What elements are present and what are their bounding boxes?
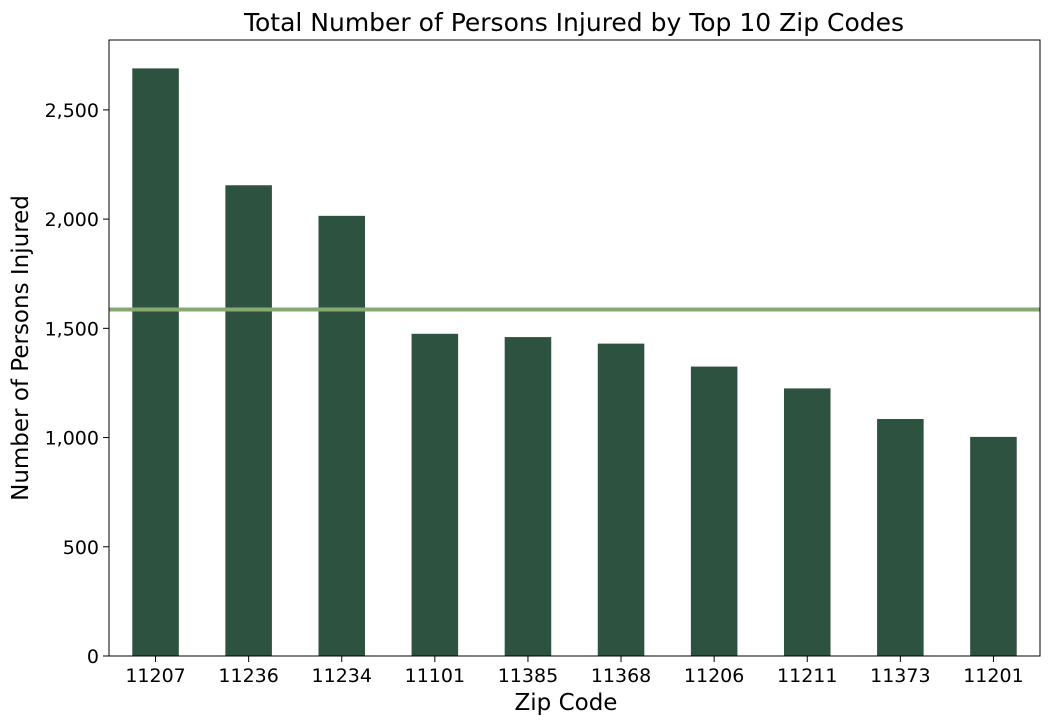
bar-11206 [690, 366, 738, 656]
y-tick-label: 1,500 [45, 318, 99, 340]
x-tick-label: 11206 [684, 665, 744, 687]
bar-11373 [877, 418, 924, 656]
bar-11211 [783, 388, 831, 656]
x-tick-label: 11385 [498, 665, 558, 687]
bar-11207 [132, 68, 179, 656]
y-axis-label: Number of Persons Injured [8, 195, 34, 501]
x-tick-label: 11368 [591, 665, 651, 687]
x-tick-label: 11373 [870, 665, 930, 687]
y-tick-label: 2,000 [45, 209, 99, 231]
x-tick-label: 11201 [963, 665, 1023, 687]
bar-11385 [504, 337, 552, 656]
bar-11368 [597, 343, 645, 656]
y-tick-label: 500 [63, 537, 99, 559]
x-tick-label: 11207 [125, 665, 185, 687]
x-tick-label: 11211 [777, 665, 837, 687]
plot-frame [108, 39, 1041, 657]
y-tick-label: 2,500 [45, 100, 99, 122]
y-tick-label: 1,000 [45, 428, 99, 450]
x-tick-label: 11234 [312, 665, 372, 687]
bar-11234 [318, 215, 366, 656]
x-tick-label: 11101 [405, 665, 465, 687]
bar-11201 [970, 436, 1017, 656]
chart-title: Total Number of Persons Injured by Top 1… [243, 8, 904, 37]
y-tick-label: 0 [87, 646, 99, 668]
bar-11101 [411, 333, 459, 656]
x-axis-label: Zip Code [515, 690, 618, 716]
plot-area: 0 500 1,000 1,500 2,000 2,500 11207 11236 11234 1… [45, 39, 1041, 687]
x-tick-label: 11236 [218, 665, 278, 687]
bar-11236 [225, 185, 272, 656]
